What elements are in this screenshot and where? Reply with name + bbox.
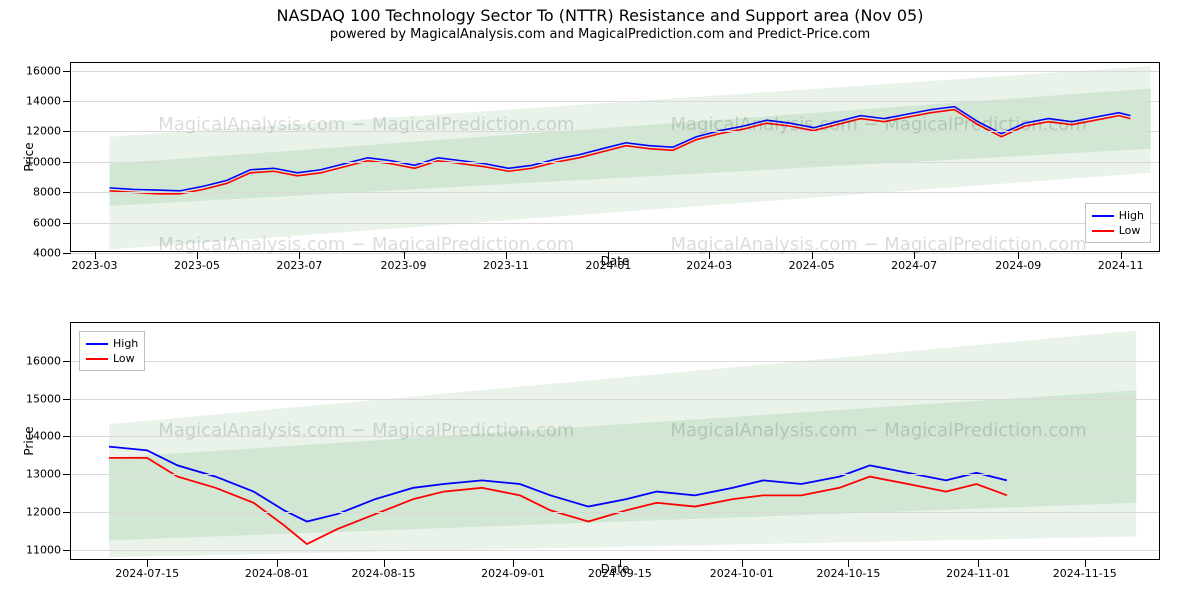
grid-line <box>71 512 1159 513</box>
legend-label: Low <box>113 352 135 365</box>
chart-bottom-plot: Price HighLow 11000120001300014000150001… <box>70 322 1160 560</box>
chart-title: NASDAQ 100 Technology Sector To (NTTR) R… <box>0 6 1200 25</box>
legend-swatch <box>1092 230 1114 232</box>
legend-swatch <box>1092 215 1114 217</box>
x-tick-label: 2024-08-15 <box>352 559 416 580</box>
y-tick-label: 4000 <box>33 247 71 260</box>
x-tick-label: 2024-07 <box>891 251 937 272</box>
legend-label: Low <box>1119 224 1141 237</box>
x-tick-label: 2023-03 <box>72 251 118 272</box>
x-tick-label: 2023-11 <box>483 251 529 272</box>
x-tick-label: 2023-05 <box>174 251 220 272</box>
y-tick-label: 14000 <box>26 430 71 443</box>
x-tick-label: 2024-11-01 <box>946 559 1010 580</box>
y-tick-label: 12000 <box>26 505 71 518</box>
y-tick-label: 8000 <box>33 186 71 199</box>
grid-line <box>71 474 1159 475</box>
chart-subtitle: powered by MagicalAnalysis.com and Magic… <box>0 27 1200 42</box>
legend-label: High <box>1119 209 1144 222</box>
x-tick-label: 2024-08-01 <box>245 559 309 580</box>
x-tick-label: 2024-09-15 <box>588 559 652 580</box>
y-tick-label: 16000 <box>26 64 71 77</box>
x-tick-label: 2024-07-15 <box>115 559 179 580</box>
y-tick-label: 10000 <box>26 155 71 168</box>
legend-item: Low <box>86 351 138 366</box>
chart-bottom: Price HighLow 11000120001300014000150001… <box>70 322 1160 576</box>
grid-line <box>71 131 1159 132</box>
grid-line <box>71 436 1159 437</box>
x-tick-label: 2024-09 <box>995 251 1041 272</box>
x-tick-label: 2024-11-15 <box>1053 559 1117 580</box>
chart-top-legend: High Low <box>1085 203 1151 243</box>
grid-line <box>71 71 1159 72</box>
y-tick-label: 12000 <box>26 125 71 138</box>
x-tick-label: 2024-03 <box>686 251 732 272</box>
x-tick-label: 2024-10-15 <box>817 559 881 580</box>
grid-line <box>71 399 1159 400</box>
legend-item: Low <box>1092 223 1144 238</box>
chart-bottom-svg <box>71 323 1159 559</box>
legend-item: High <box>1092 208 1144 223</box>
grid-line <box>71 101 1159 102</box>
x-tick-label: 2023-07 <box>276 251 322 272</box>
y-tick-label: 6000 <box>33 216 71 229</box>
y-tick-label: 16000 <box>26 354 71 367</box>
x-tick-label: 2024-05 <box>789 251 835 272</box>
grid-line <box>71 162 1159 163</box>
legend-swatch <box>86 358 108 360</box>
chart-bottom-legend: High Low <box>79 331 145 371</box>
legend-label: High <box>113 337 138 350</box>
grid-line <box>71 361 1159 362</box>
y-tick-label: 13000 <box>26 468 71 481</box>
legend-swatch <box>86 343 108 345</box>
grid-line <box>71 223 1159 224</box>
x-tick-label: 2024-10-01 <box>710 559 774 580</box>
chart-top: Price HighLow 40006000800010000120001400… <box>70 62 1160 268</box>
grid-line <box>71 192 1159 193</box>
grid-line <box>71 550 1159 551</box>
y-tick-label: 11000 <box>26 543 71 556</box>
y-tick-label: 14000 <box>26 95 71 108</box>
y-tick-label: 15000 <box>26 392 71 405</box>
x-tick-label: 2024-01 <box>585 251 631 272</box>
titles-block: NASDAQ 100 Technology Sector To (NTTR) R… <box>0 0 1200 42</box>
support-resistance-band <box>109 330 1136 557</box>
chart-top-plot: Price HighLow 40006000800010000120001400… <box>70 62 1160 252</box>
legend-item: High <box>86 336 138 351</box>
x-tick-label: 2023-09 <box>381 251 427 272</box>
x-tick-label: 2024-11 <box>1098 251 1144 272</box>
x-tick-label: 2024-09-01 <box>481 559 545 580</box>
